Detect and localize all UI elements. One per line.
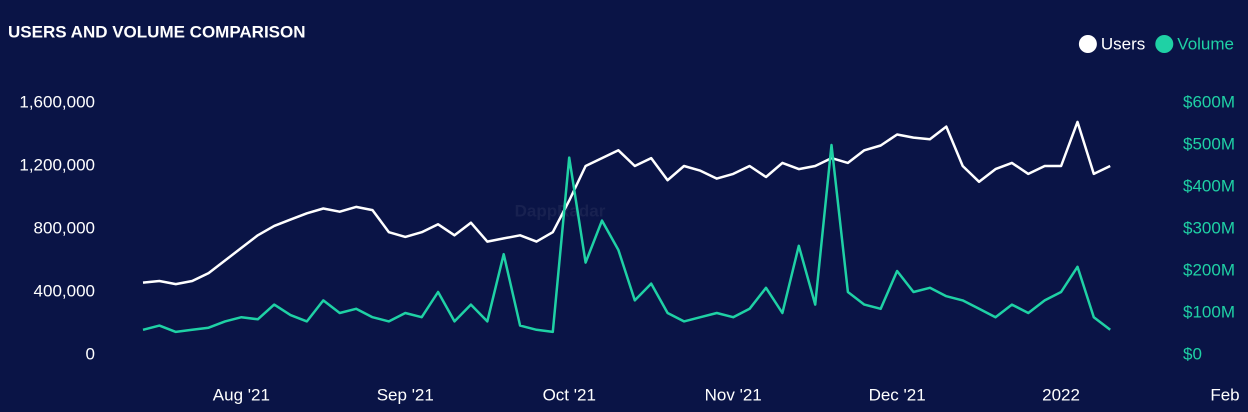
y-tick-label: 400,000 — [34, 281, 95, 300]
legend-label: Volume — [1177, 34, 1234, 53]
legend-marker — [1078, 35, 1097, 53]
y-tick-label: 0 — [86, 344, 95, 363]
y2-tick-label: $200M — [1183, 260, 1235, 279]
legend-label: Users — [1101, 34, 1145, 53]
y2-tick-label: $600M — [1183, 92, 1235, 111]
x-tick-label: 2022 — [1042, 385, 1080, 404]
y-tick-label: 1,200,000 — [19, 155, 95, 174]
x-tick-label: Dec '21 — [869, 385, 926, 404]
chart-title: USERS AND VOLUME COMPARISON — [8, 22, 306, 41]
x-tick-label: Oct '21 — [543, 385, 596, 404]
y2-tick-label: $300M — [1183, 218, 1235, 237]
y2-tick-label: $100M — [1183, 302, 1235, 321]
y2-tick-label: $0 — [1183, 344, 1202, 363]
y2-tick-label: $500M — [1183, 134, 1235, 153]
watermark: DappRadar — [515, 201, 606, 220]
legend-marker — [1155, 35, 1174, 53]
y2-tick-label: $400M — [1183, 176, 1235, 195]
x-tick-label: Feb — [1210, 385, 1239, 404]
y-tick-label: 800,000 — [34, 218, 95, 237]
y-tick-label: 1,600,000 — [19, 92, 95, 111]
x-tick-label: Sep '21 — [377, 385, 434, 404]
x-tick-label: Nov '21 — [705, 385, 762, 404]
x-tick-label: Aug '21 — [213, 385, 270, 404]
series-line — [142, 120, 1111, 286]
series-line — [142, 143, 1111, 334]
